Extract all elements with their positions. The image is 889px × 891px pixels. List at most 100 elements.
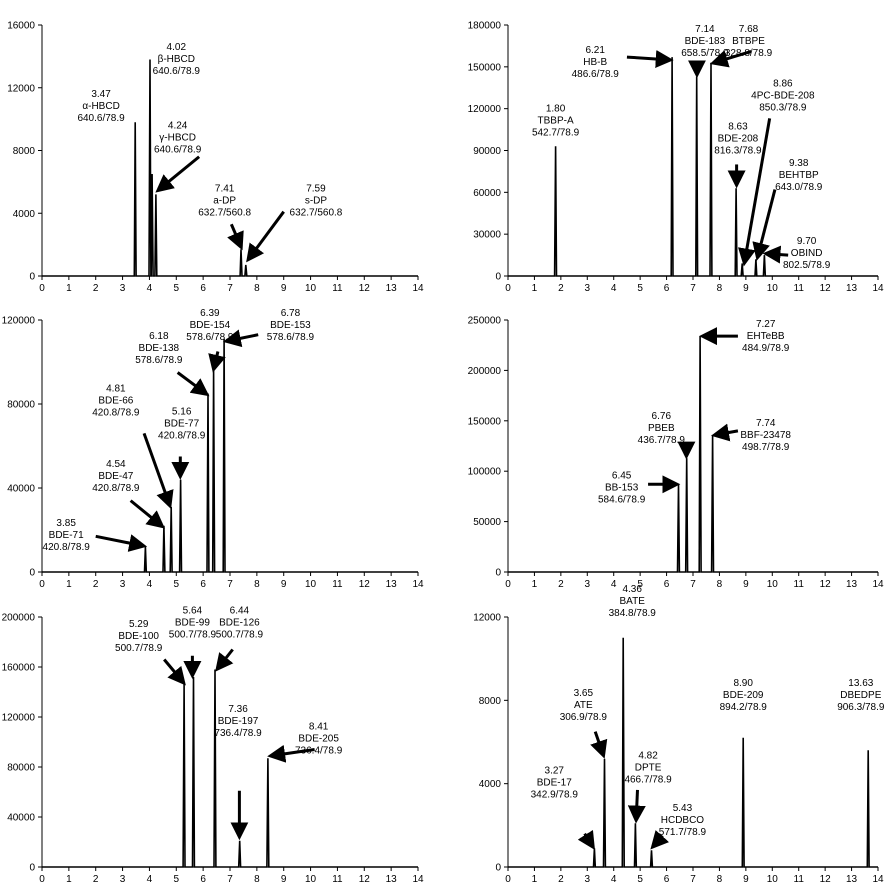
x-tick-label: 9 [743,283,749,294]
annotation-compound: BDE-71 [49,530,84,541]
x-tick-label: 2 [558,283,564,294]
x-tick-label: 9 [743,874,749,885]
y-tick-label: 40000 [7,484,35,495]
annotation-arrow [577,829,595,850]
annotation-transition: 632.7/560.8 [198,207,251,218]
annotation-transition: 578.6/78.9 [186,332,234,343]
annotation-compound: BBF-23478 [740,430,791,441]
annotation-retention-time: 5.29 [129,619,149,630]
y-tick-label: 120000 [2,713,36,724]
x-tick-label: 0 [39,283,45,294]
annotation-compound: BDE-208 [718,134,759,145]
annotation-compound: BDE-99 [175,617,210,628]
x-tick-label: 10 [305,874,317,885]
y-tick-label: 0 [495,568,501,579]
x-tick-label: 8 [717,579,723,590]
y-tick-label: 0 [29,863,35,874]
annotation-transition: 816.3/78.9 [714,146,762,157]
y-tick-label: 180000 [468,21,502,32]
y-tick-label: 200000 [2,613,36,624]
x-tick-label: 12 [820,874,832,885]
annotation-arrow [650,830,670,850]
chart-panel-2: 0 1 2 3 4 5 6 7 8 9 10 11 12 13 1403000060000900001200… [468,21,884,295]
x-tick-label: 12 [359,874,371,885]
x-tick-label: 4 [611,874,617,885]
x-tick-label: 6 [200,283,206,294]
annotation-transition: 571.7/78.9 [659,827,707,838]
annotation-compound: BDE-183 [685,36,726,47]
annotation-retention-time: 6.45 [612,470,632,481]
chart-panel-6: 0 1 2 3 4 5 6 7 8 9 10 11 12 13 14040008000120003.27BD… [473,584,885,885]
annotation-arrow [267,744,315,763]
x-tick-label: 4 [147,579,153,590]
x-tick-label: 9 [281,874,287,885]
chart-panel-5: 0 1 2 3 4 5 6 7 8 9 10 11 12 13 1404000080000120000160… [2,605,424,885]
x-tick-label: 9 [281,579,287,590]
annotation-retention-time: 4.82 [638,751,658,762]
y-tick-label: 8000 [479,696,502,707]
chromatogram-trace [42,59,418,277]
annotation-retention-time: 6.76 [652,411,672,422]
annotation-compound: BDE-47 [98,471,133,482]
annotation-transition: 420.8/78.9 [92,483,140,494]
x-tick-label: 10 [767,283,779,294]
x-tick-label: 3 [585,579,591,590]
annotation-compound: BATE [620,596,646,607]
annotation-arrow [215,648,234,672]
annotation-retention-time: 7.14 [695,24,715,35]
annotation-retention-time: 5.16 [172,407,192,418]
annotation-arrow [627,789,646,824]
annotation-transition: 486.6/78.9 [572,69,620,80]
annotation-transition: 658.5/78.9 [681,48,729,59]
annotation-transition: 632.7/560.8 [290,207,343,218]
x-tick-label: 4 [611,579,617,590]
annotation-compound: BDE-77 [164,419,199,430]
annotation-transition: 498.7/78.9 [742,442,790,453]
x-tick-label: 10 [767,874,779,885]
x-tick-label: 14 [412,283,424,294]
annotation-transition: 420.8/78.9 [92,407,140,418]
annotation-retention-time: 3.27 [545,765,565,776]
x-tick-label: 3 [585,874,591,885]
x-tick-label: 10 [305,579,317,590]
annotation-retention-time: 7.74 [756,418,776,429]
annotation-arrow [737,118,772,267]
annotation-compound: BTBPE [732,36,765,47]
x-tick-label: 5 [637,874,643,885]
x-tick-label: 11 [794,579,805,590]
annotation-compound: BDE-205 [298,734,339,745]
x-tick-label: 13 [846,283,858,294]
x-tick-label: 13 [386,579,398,590]
x-tick-label: 1 [66,874,72,885]
annotation-transition: 640.6/78.9 [154,145,202,156]
y-tick-label: 30000 [473,230,501,241]
annotation-compound: HB-B [583,57,607,68]
x-tick-label: 3 [120,579,126,590]
x-tick-label: 1 [532,283,538,294]
annotation-compound: EHTeBB [747,331,785,342]
x-tick-label: 8 [717,874,723,885]
annotation-compound: BDE-209 [723,690,764,701]
annotation-arrow [246,210,285,263]
annotation-retention-time: 6.44 [230,605,250,616]
y-tick-label: 80000 [7,400,35,411]
annotation-retention-time: 8.41 [309,722,329,733]
annotation-retention-time: 6.18 [149,331,169,342]
annotation-retention-time: 3.47 [91,89,111,100]
annotation-compound: BDE-197 [218,716,259,727]
annotation-compound: BDE-154 [190,320,231,331]
annotation-transition: 306.9/78.9 [560,712,608,723]
annotation-transition: 342.9/78.9 [531,789,579,800]
y-tick-label: 90000 [473,146,501,157]
